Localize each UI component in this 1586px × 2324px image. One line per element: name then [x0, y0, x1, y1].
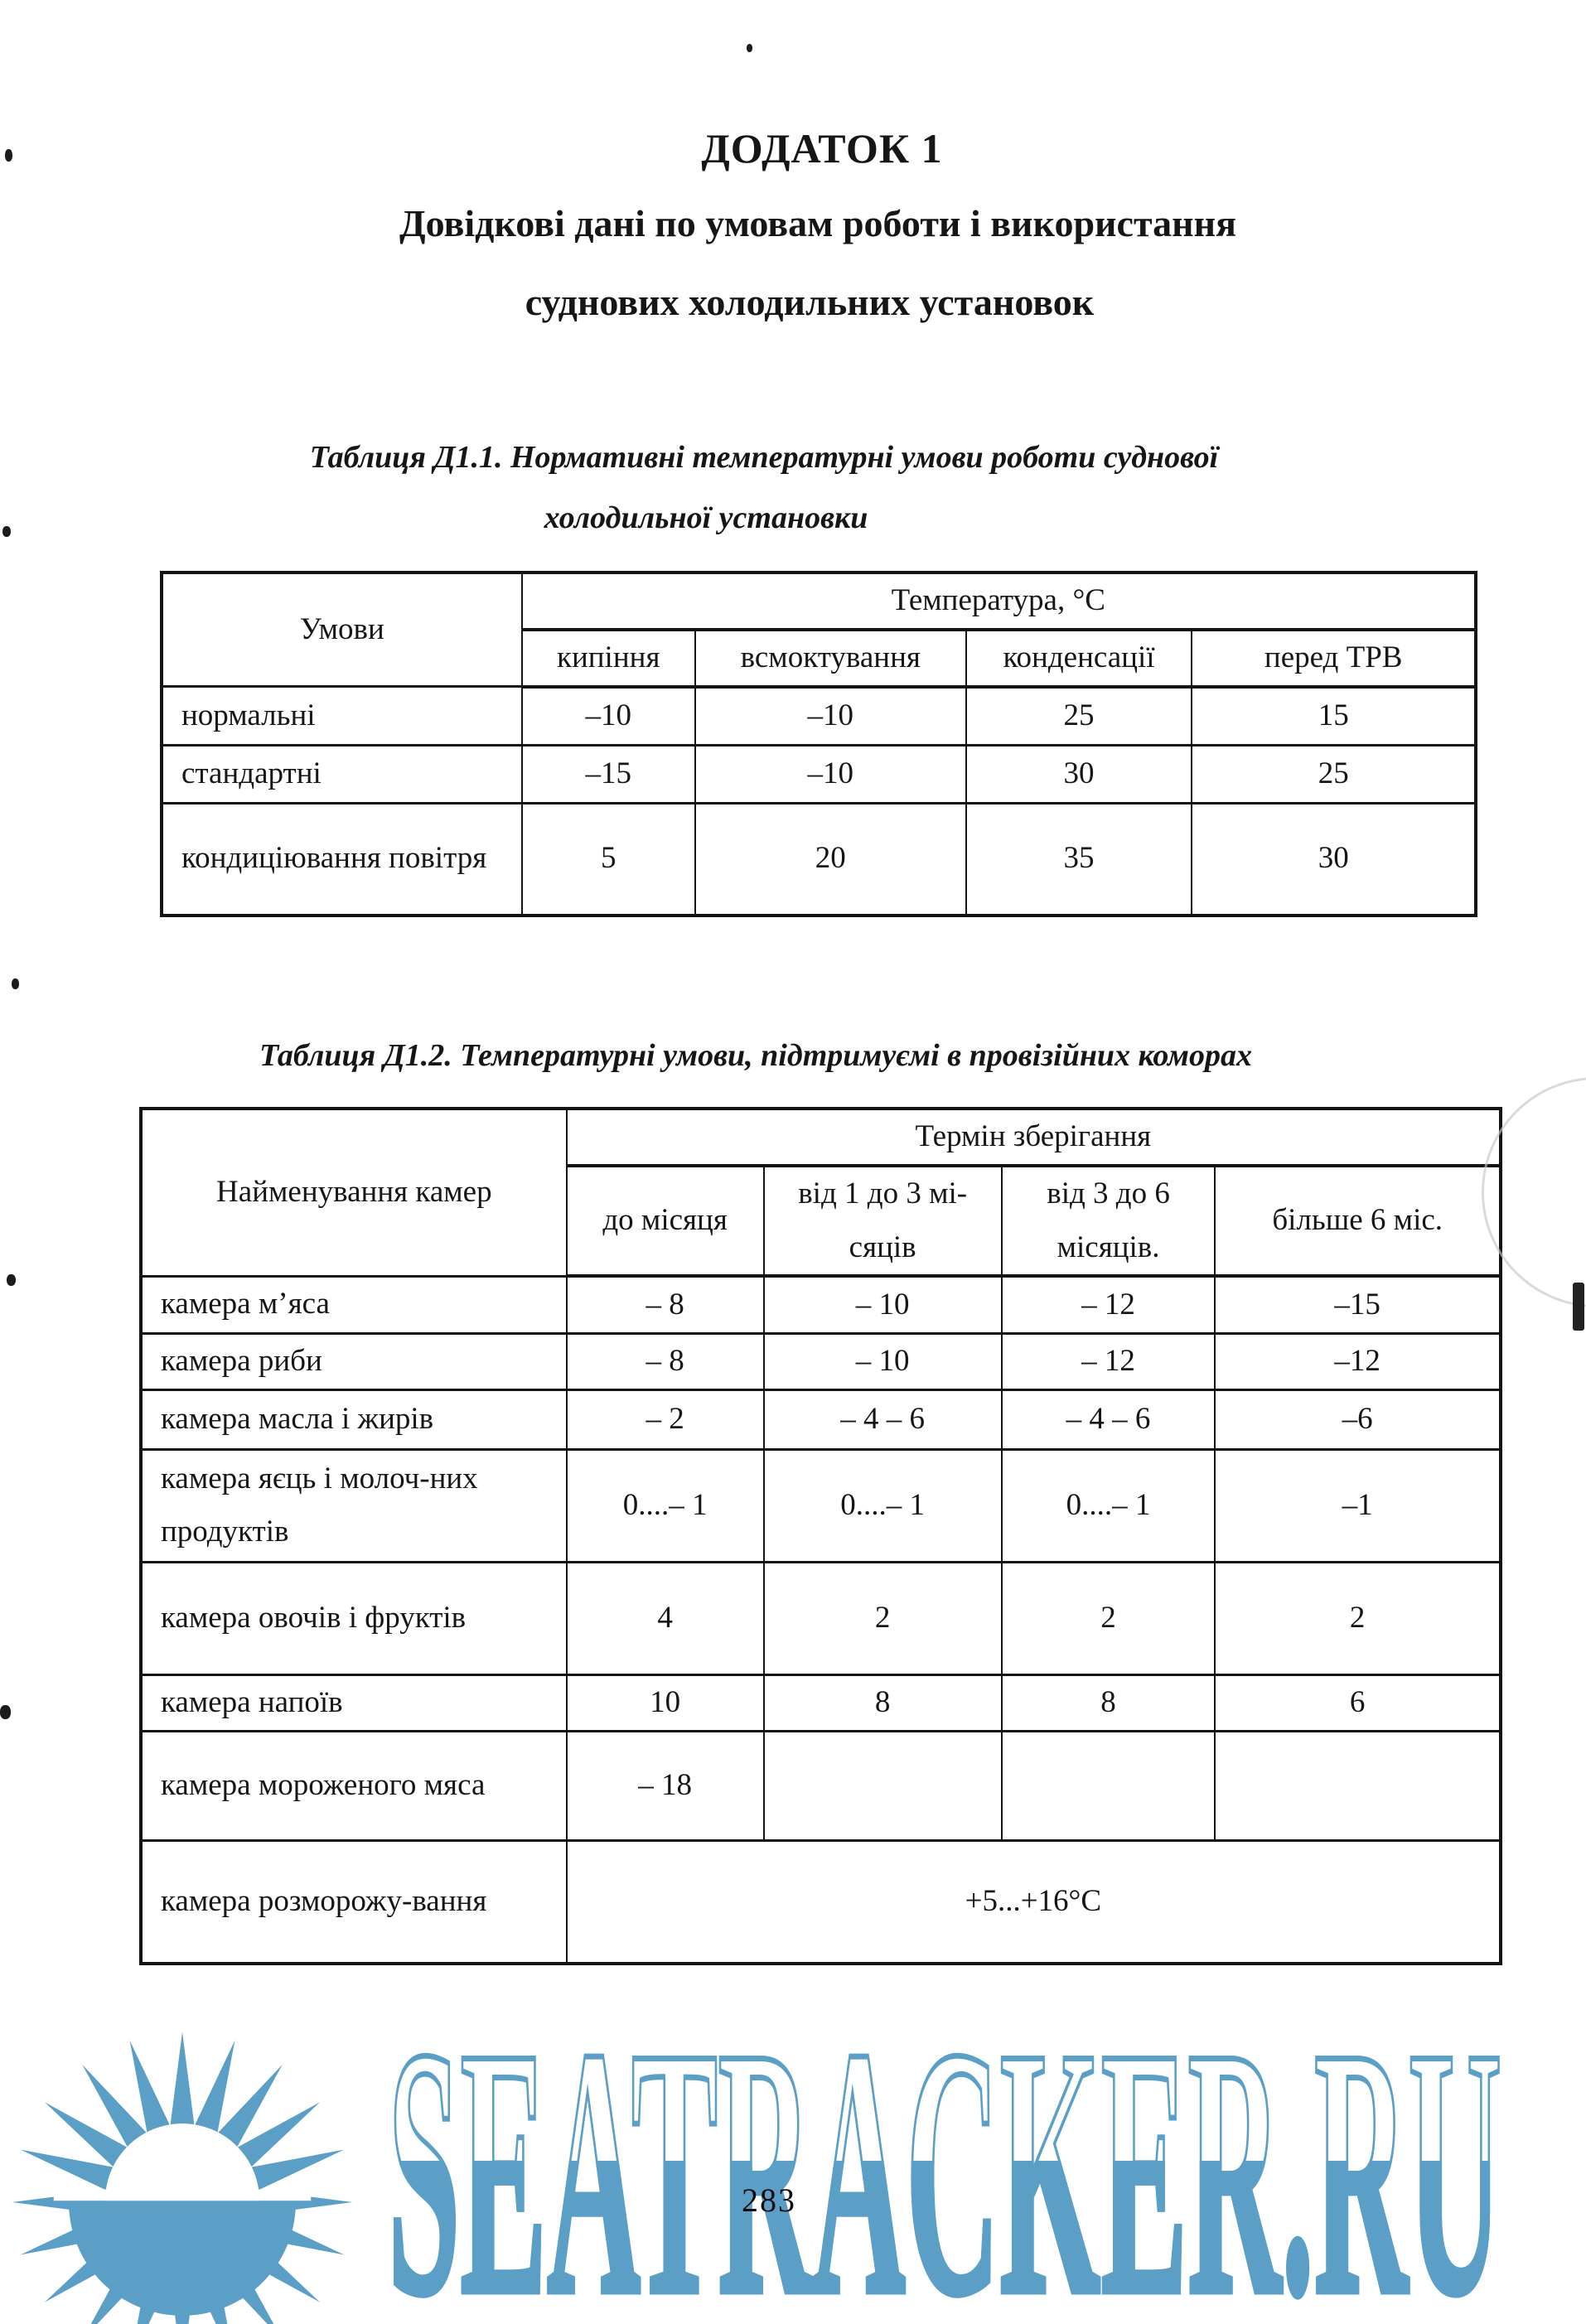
cell: 20: [694, 802, 967, 916]
cell: 25: [1191, 744, 1477, 804]
row-label: камера мороженого мяса: [140, 1730, 568, 1842]
merged-cell-defrost-range: +5...+16°С: [565, 1839, 1502, 1965]
table-row: камера масла і жирів – 2 – 4 – 6 – 4 – 6…: [140, 1389, 1501, 1451]
column-header-condensation: конденсації: [965, 628, 1193, 689]
cell: – 8: [565, 1332, 765, 1391]
cell: 2: [1214, 1561, 1501, 1676]
watermark-site-text: SEATRACKER.RU: [387, 1975, 1503, 2324]
cell: 25: [965, 685, 1193, 746]
cell: 0....– 1: [565, 1448, 765, 1563]
column-header-1-3-months: від 1 до 3 мі-сяців: [762, 1164, 1003, 1278]
page-number: 283: [742, 2181, 796, 2219]
table-normative-temperatures: Умови Температура, °С кипіння всмоктуван…: [160, 571, 1477, 917]
table-row: камера м’яса – 8 – 10 – 12 –15: [140, 1275, 1501, 1335]
scan-artifact-bar: [1573, 1283, 1584, 1331]
column-header-storage-group: Термін зберігання: [565, 1108, 1502, 1167]
cell: 35: [965, 802, 1193, 916]
row-label: камера масла і жирів: [140, 1389, 568, 1451]
cell: –12: [1214, 1332, 1501, 1391]
cell: –10: [694, 685, 967, 746]
column-header-over-6-months: більше 6 міс.: [1214, 1164, 1501, 1278]
cell: – 2: [565, 1389, 765, 1451]
cell: – 18: [565, 1730, 765, 1842]
cell: [1000, 1730, 1216, 1842]
cell: – 12: [1000, 1275, 1216, 1335]
cell: 2: [1000, 1561, 1216, 1676]
cell: 0....– 1: [762, 1448, 1003, 1563]
cell: – 4 – 6: [1000, 1389, 1216, 1451]
cell: –6: [1214, 1389, 1501, 1451]
row-label: камера розморожу-вання: [140, 1839, 568, 1965]
table-row: кондиціювання повітря 5 20 35 30: [161, 802, 1477, 916]
column-header-temperature-group: Температура, °С: [520, 572, 1477, 631]
cell: 15: [1191, 685, 1477, 746]
table-row: камера овочів і фруктів 4 2 2 2: [140, 1561, 1501, 1676]
table-row: камера розморожу-вання +5...+16°С: [140, 1839, 1502, 1965]
cell: – 10: [762, 1275, 1003, 1335]
cell: 10: [565, 1674, 765, 1732]
column-header-suction: всмоктування: [694, 628, 967, 689]
scan-artifact: [2, 526, 11, 537]
cell: 5: [520, 802, 696, 916]
cell: – 8: [565, 1275, 765, 1335]
column-header-before-trv: перед ТРВ: [1191, 628, 1477, 689]
sun-over-sea-icon: [12, 2032, 353, 2324]
table1-caption-line1: Таблиця Д1.1. Нормативні температурні ум…: [309, 440, 1219, 475]
page-title: ДОДАТОК 1: [701, 125, 943, 172]
cell: 30: [965, 744, 1193, 804]
row-label: камера напоїв: [140, 1674, 568, 1732]
column-header-conditions: Умови: [161, 572, 523, 688]
scan-artifact: [5, 149, 12, 162]
scan-artifact: [0, 1705, 11, 1719]
row-label: камера м’яса: [140, 1275, 568, 1335]
table-row: камера напоїв 10 8 8 6: [140, 1674, 1501, 1732]
cell: 30: [1191, 802, 1477, 916]
table2-caption: Таблиця Д1.2. Температурні умови, підтри…: [259, 1038, 1252, 1073]
cell: –10: [694, 744, 967, 804]
cell: – 10: [762, 1332, 1003, 1391]
column-header-up-to-month: до місяця: [565, 1164, 765, 1278]
cell: –15: [1214, 1275, 1501, 1335]
table-row: стандартні –15 –10 30 25: [161, 744, 1477, 804]
column-header-chambers: Найменування камер: [140, 1107, 568, 1278]
row-label: стандартні: [161, 744, 523, 804]
scan-artifact: [747, 44, 752, 52]
cell: –15: [520, 744, 696, 804]
page-subtitle-line2: суднових холодильних установок: [525, 281, 1095, 323]
table-row: камера мороженого мяса – 18: [140, 1730, 1501, 1842]
table-provision-chambers: Найменування камер Термін зберігання до …: [139, 1107, 1502, 1966]
cell: 4: [565, 1561, 765, 1676]
row-label: камера овочів і фруктів: [140, 1561, 568, 1676]
cell: [1214, 1730, 1501, 1842]
column-header-boiling: кипіння: [520, 628, 696, 689]
table-row: камера яєць і молоч-них продуктів 0....–…: [140, 1448, 1501, 1563]
scan-artifact: [12, 978, 19, 989]
cell: [762, 1730, 1003, 1842]
row-label: нормальні: [161, 685, 523, 746]
cell: – 12: [1000, 1332, 1216, 1391]
row-label: камера риби: [140, 1332, 568, 1391]
cell: –1: [1214, 1448, 1501, 1563]
cell: – 4 – 6: [762, 1389, 1003, 1451]
table-row: нормальні –10 –10 25 15: [161, 685, 1477, 746]
cell: 8: [1000, 1674, 1216, 1732]
page-subtitle-line1: Довідкові дані по умовам роботи і викори…: [399, 202, 1237, 244]
scan-artifact: [7, 1274, 16, 1286]
row-label: кондиціювання повітря: [161, 802, 523, 916]
cell: –10: [520, 685, 696, 746]
row-label: камера яєць і молоч-них продуктів: [140, 1448, 568, 1563]
cell: 0....– 1: [1000, 1448, 1216, 1563]
cell: 8: [762, 1674, 1003, 1732]
cell: 2: [762, 1561, 1003, 1676]
table1-caption-line2: холодильної установки: [544, 500, 868, 535]
cell: 6: [1214, 1674, 1501, 1732]
column-header-3-6-months: від 3 до 6 місяців.: [1000, 1164, 1216, 1278]
table-row: камера риби – 8 – 10 – 12 –12: [140, 1332, 1501, 1391]
